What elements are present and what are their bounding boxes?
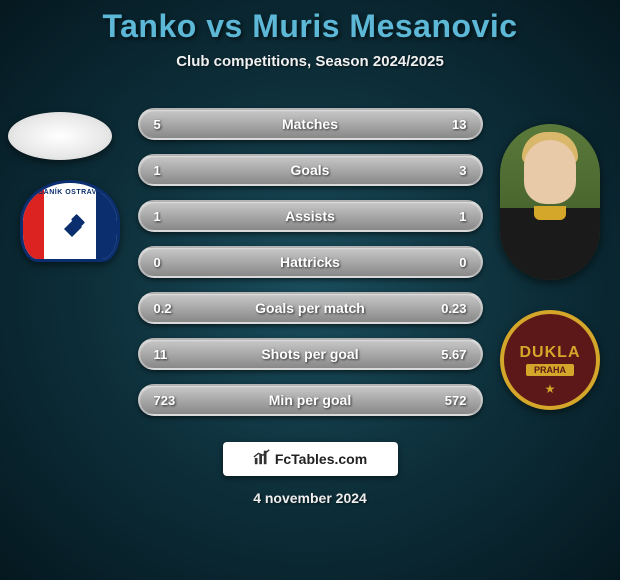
hammer-icon [50, 211, 90, 251]
club-right-banner: PRAHA [526, 364, 574, 376]
brand-text: FcTables.com [275, 451, 367, 467]
stat-row: 0.2 Goals per match 0.23 [138, 292, 483, 324]
date-text: 4 november 2024 [0, 490, 620, 506]
club-logo-left: BANÍK OSTRAVA [20, 180, 120, 262]
stat-label: Goals per match [140, 300, 481, 316]
stats-container: 5 Matches 13 1 Goals 3 1 Assists 1 0 Hat… [138, 108, 483, 416]
player-left-photo [8, 112, 112, 160]
player-collar [534, 206, 566, 220]
stat-label: Hattricks [140, 254, 481, 270]
club-right-name: DUKLA [520, 344, 581, 362]
shield-icon: BANÍK OSTRAVA [20, 180, 120, 262]
club-logo-right: DUKLA PRAHA ★ [500, 310, 600, 410]
player-right-photo [500, 124, 600, 280]
stat-label: Matches [140, 116, 481, 132]
stat-row: 11 Shots per goal 5.67 [138, 338, 483, 370]
stat-row: 5 Matches 13 [138, 108, 483, 140]
stat-label: Assists [140, 208, 481, 224]
page-title: Tanko vs Muris Mesanovic [0, 8, 620, 45]
stat-row: 1 Goals 3 [138, 154, 483, 186]
subtitle: Club competitions, Season 2024/2025 [0, 53, 620, 70]
club-left-text: BANÍK OSTRAVA [23, 189, 117, 196]
stat-row: 723 Min per goal 572 [138, 384, 483, 416]
stat-label: Goals [140, 162, 481, 178]
brand-box[interactable]: FcTables.com [223, 442, 398, 476]
stat-label: Min per goal [140, 392, 481, 408]
stat-label: Shots per goal [140, 346, 481, 362]
chart-icon [253, 448, 271, 471]
star-icon: ★ [545, 382, 556, 396]
player-head [524, 140, 576, 204]
content-wrapper: Tanko vs Muris Mesanovic Club competitio… [0, 0, 620, 580]
stat-row: 1 Assists 1 [138, 200, 483, 232]
circle-badge-icon: DUKLA PRAHA ★ [500, 310, 600, 410]
stat-row: 0 Hattricks 0 [138, 246, 483, 278]
